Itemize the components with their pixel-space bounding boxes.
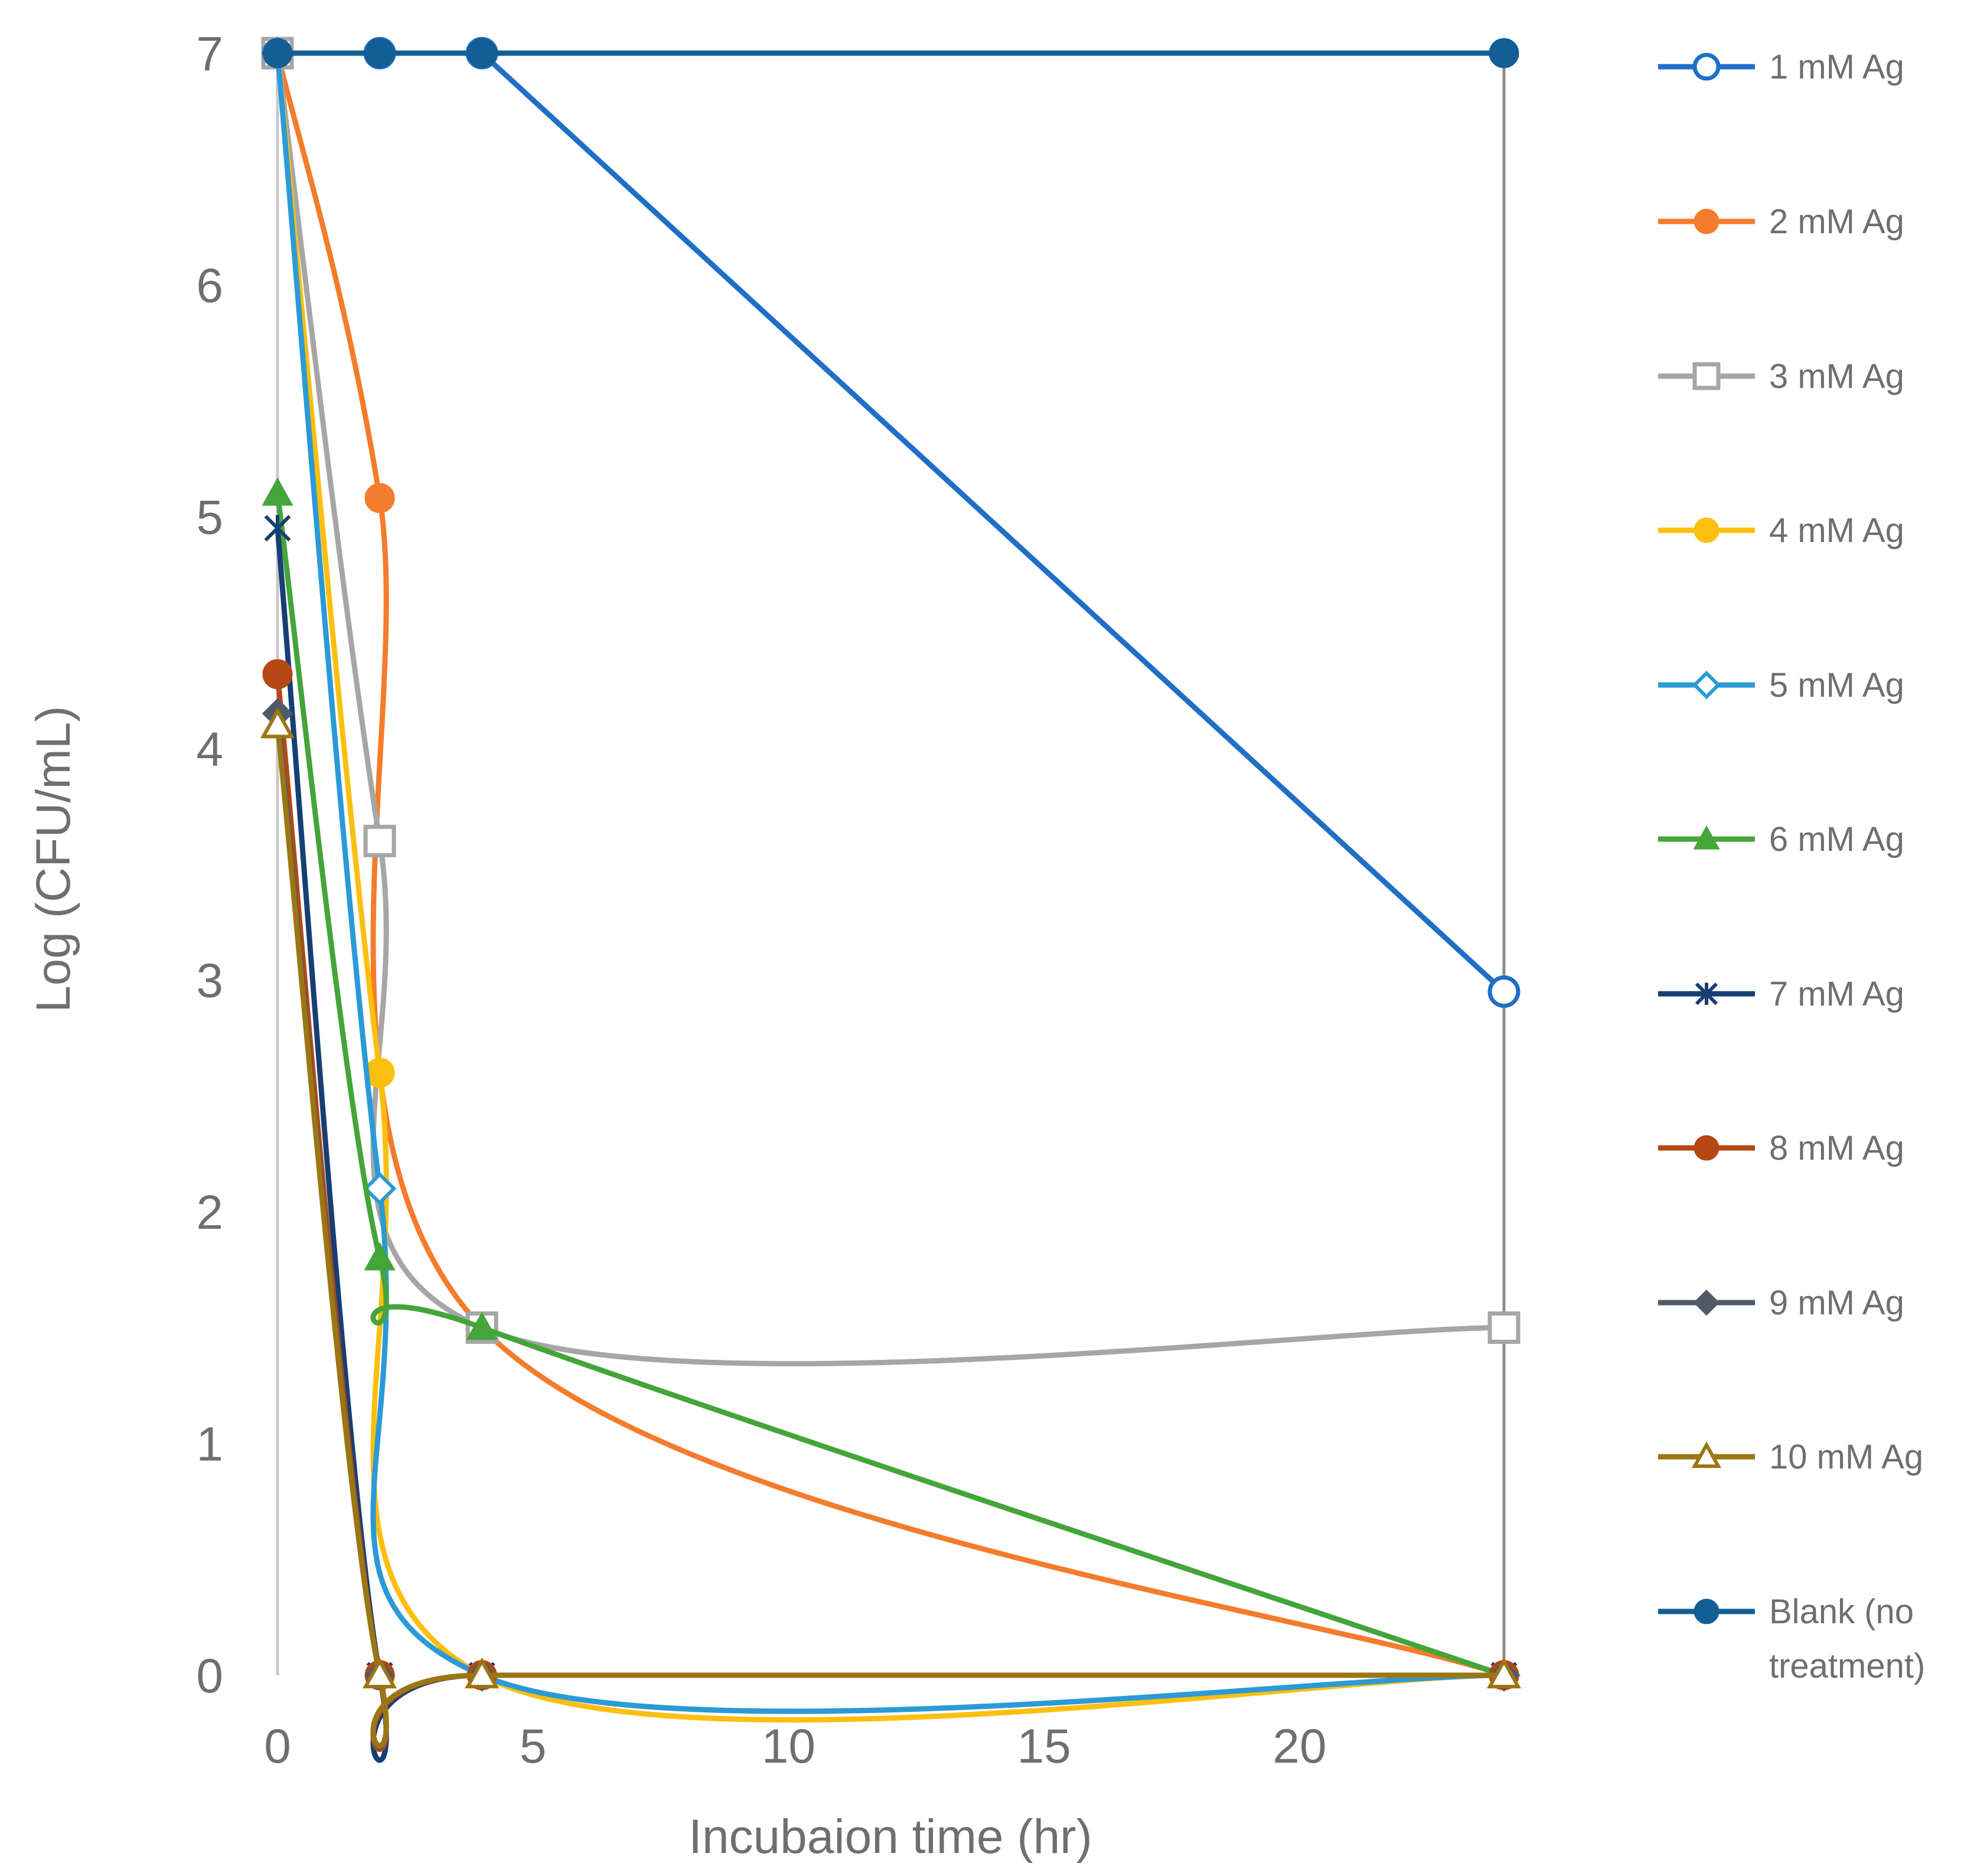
data-point <box>465 1657 500 1689</box>
legend-label: 8 mM Ag <box>1769 1129 1904 1167</box>
legend-item[interactable]: 5 mM Ag <box>1658 666 1904 704</box>
y-tick-labels: 0 1 2 3 4 5 6 7 <box>196 27 223 1703</box>
series-line <box>275 50 1507 1723</box>
legend-marker <box>1694 1135 1719 1161</box>
legend-item[interactable]: 8 mM Ag <box>1658 1129 1904 1167</box>
y-axis-title: Log (CFU/mL) <box>27 706 80 1012</box>
series-5 <box>260 36 1521 1714</box>
legend-label: treatment) <box>1769 1647 1925 1685</box>
plot-frame <box>276 53 1506 1675</box>
data-point <box>1486 1657 1522 1689</box>
y-tick-label: 7 <box>196 27 223 81</box>
series-group <box>260 36 1522 1763</box>
y-tick-label: 0 <box>196 1649 223 1703</box>
legend-label: 10 mM Ag <box>1769 1438 1923 1476</box>
data-point <box>362 1657 397 1689</box>
data-point <box>262 659 293 690</box>
legend-item[interactable]: 7 mM Ag <box>1658 975 1904 1013</box>
data-point <box>264 514 291 542</box>
data-point <box>364 38 395 68</box>
legend-label: 9 mM Ag <box>1769 1284 1904 1322</box>
x-tick-label: 5 <box>520 1720 547 1773</box>
series-2 <box>262 38 1519 1691</box>
series-line <box>275 50 1507 1678</box>
legend[interactable]: 1 mM Ag 2 mM Ag 3 mM Ag 4 mM Ag 5 mM Ag 6 mM … <box>1658 48 1925 1685</box>
y-tick-label: 5 <box>196 491 223 544</box>
legend-marker <box>1694 1598 1719 1624</box>
data-point <box>466 1311 498 1340</box>
data-point <box>363 824 396 857</box>
legend-label: 2 mM Ag <box>1769 203 1904 241</box>
legend-item[interactable]: 10 mM Ag <box>1658 1438 1923 1476</box>
legend-marker <box>1694 517 1719 543</box>
y-tick-label: 6 <box>196 259 223 312</box>
legend-marker <box>1693 1289 1720 1316</box>
y-tick-label: 1 <box>196 1418 223 1472</box>
x-tick-labels: 0 5 10 15 20 <box>264 1720 1326 1773</box>
series-10 <box>260 707 1522 1748</box>
series-9 <box>262 698 1520 1750</box>
x-axis-title: Incubaion time (hr) <box>689 1810 1092 1864</box>
legend-item[interactable]: 2 mM Ag <box>1658 203 1904 241</box>
series-line <box>275 526 1507 1763</box>
legend-label: 5 mM Ag <box>1769 666 1904 704</box>
x-tick-label: 0 <box>264 1720 291 1773</box>
x-tick-label: 15 <box>1017 1720 1071 1773</box>
legend-label: 4 mM Ag <box>1769 511 1904 550</box>
legend-item[interactable]: 9 mM Ag <box>1658 1284 1904 1322</box>
series-line <box>275 491 1507 1678</box>
y-tick-label: 3 <box>196 954 223 1008</box>
series-line <box>275 50 1507 994</box>
legend-marker <box>1692 362 1721 390</box>
legend-marker <box>1691 1441 1722 1468</box>
series-11 <box>262 38 1519 68</box>
data-point <box>1487 1311 1521 1344</box>
series-8 <box>262 659 1519 1752</box>
legend-item[interactable]: Blank (no treatment) <box>1658 1593 1925 1685</box>
legend-label: Blank (no <box>1769 1593 1914 1631</box>
series-line <box>275 50 1507 1366</box>
legend-item[interactable]: 6 mM Ag <box>1658 820 1904 859</box>
data-point <box>364 482 395 513</box>
data-point <box>466 38 497 68</box>
legend-marker <box>1694 208 1719 234</box>
legend-item[interactable]: 4 mM Ag <box>1658 511 1904 550</box>
series-6 <box>262 477 1520 1688</box>
legend-item[interactable]: 1 mM Ag <box>1658 48 1904 86</box>
data-point <box>260 707 295 739</box>
series-7 <box>264 514 1518 1763</box>
legend-marker <box>1695 982 1718 1006</box>
series-1 <box>261 37 1521 1008</box>
series-line <box>275 50 1507 1714</box>
y-tick-label: 2 <box>196 1186 223 1239</box>
series-line <box>275 710 1507 1750</box>
legend-label: 3 mM Ag <box>1769 357 1904 396</box>
legend-label: 6 mM Ag <box>1769 820 1904 859</box>
data-point <box>262 477 293 506</box>
legend-marker <box>1692 53 1721 81</box>
legend-label: 7 mM Ag <box>1769 975 1904 1013</box>
y-tick-label: 4 <box>196 722 223 776</box>
series-line <box>275 671 1507 1752</box>
x-tick-label: 10 <box>762 1720 815 1773</box>
data-point <box>364 1242 396 1271</box>
data-point <box>1489 38 1519 68</box>
legend-item[interactable]: 3 mM Ag <box>1658 357 1904 396</box>
legend-marker <box>1693 825 1720 850</box>
x-tick-label: 20 <box>1273 1720 1326 1773</box>
series-line <box>275 722 1507 1748</box>
data-point <box>262 38 293 68</box>
data-point <box>363 1172 397 1206</box>
series-3 <box>261 37 1521 1366</box>
legend-label: 1 mM Ag <box>1769 48 1904 86</box>
legend-marker <box>1692 670 1721 700</box>
data-point <box>1487 975 1521 1008</box>
